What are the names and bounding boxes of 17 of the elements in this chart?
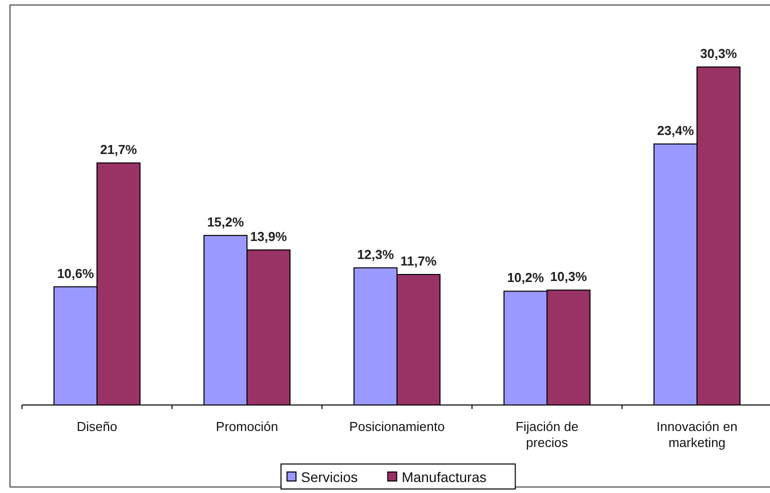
x-tick-label: Promoción	[216, 419, 278, 434]
data-label: 12,3%	[357, 246, 394, 262]
legend-label: Servicios	[301, 469, 358, 485]
x-tick-label: Diseño	[76, 419, 118, 434]
data-label: 15,2%	[207, 214, 244, 230]
x-tick-label: Fijación de precios	[516, 419, 578, 450]
data-label: 10,3%	[550, 269, 588, 284]
legend-label: Manufacturas	[402, 469, 487, 485]
data-label: 23,4%	[657, 122, 694, 138]
data-label: 10,2%	[507, 270, 544, 286]
data-label: 13,9%	[250, 228, 288, 244]
data-label: 10,6%	[57, 266, 94, 281]
x-tick-label: Innovación en marketing	[656, 419, 738, 450]
data-label: 11,7%	[400, 253, 438, 268]
x-tick-label: Posicionamiento	[349, 419, 445, 434]
data-label: 21,7%	[100, 142, 138, 157]
data-label: 30,3%	[700, 46, 738, 61]
